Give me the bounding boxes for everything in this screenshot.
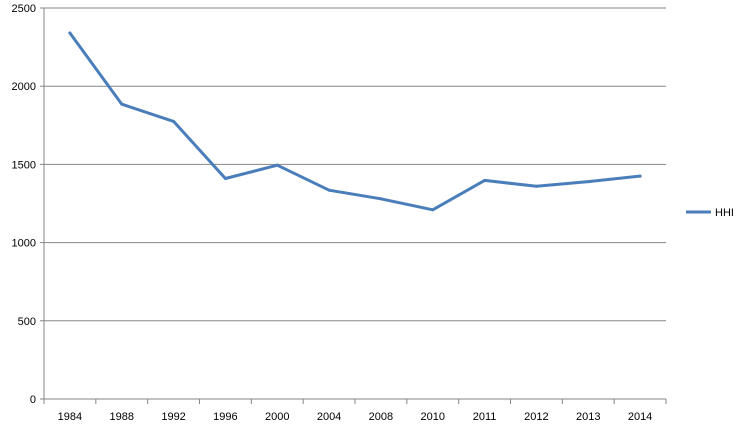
y-tick-label: 1500	[12, 159, 36, 171]
x-tick-label: 2012	[524, 411, 548, 423]
gridlines	[44, 7, 666, 322]
data-point	[431, 208, 435, 212]
data-point	[534, 184, 538, 188]
x-tick-label: 2014	[628, 411, 652, 423]
x-tick-label: 2008	[369, 411, 393, 423]
data-point	[586, 180, 590, 184]
data-point	[120, 102, 124, 106]
legend: HHI	[686, 207, 734, 219]
data-point	[223, 176, 227, 180]
data-point	[172, 119, 176, 123]
x-tick-label: 1996	[213, 411, 237, 423]
data-point	[68, 31, 72, 35]
y-tick-label: 1000	[12, 238, 36, 250]
y-tick-label: 2500	[12, 3, 36, 15]
data-point	[275, 163, 279, 167]
y-tick-label: 500	[18, 316, 36, 328]
series-line-hhi	[68, 31, 642, 212]
axes	[40, 7, 667, 404]
data-point	[638, 174, 642, 178]
x-axis-tick-labels: 1984 1988 1992 1996 2000 2004 2008 2010 2011 2012…	[58, 411, 653, 423]
x-tick-label: 1992	[161, 411, 185, 423]
legend-label-hhi: HHI	[715, 207, 734, 219]
y-tick-label: 0	[30, 394, 36, 406]
x-tick-label: 1984	[58, 411, 82, 423]
x-tick-label: 2011	[473, 411, 497, 423]
y-axis-tick-labels: 0 500 1000 1500 2000 2500	[12, 3, 36, 406]
data-point	[379, 197, 383, 201]
data-point	[483, 178, 487, 182]
data-point	[327, 188, 331, 192]
x-tick-label: 2010	[421, 411, 445, 423]
x-tick-label: 2004	[317, 411, 341, 423]
x-tick-label: 2013	[576, 411, 600, 423]
y-tick-label: 2000	[12, 81, 36, 93]
x-tick-label: 1988	[110, 411, 134, 423]
series	[68, 31, 642, 212]
x-tick-label: 2000	[265, 411, 289, 423]
